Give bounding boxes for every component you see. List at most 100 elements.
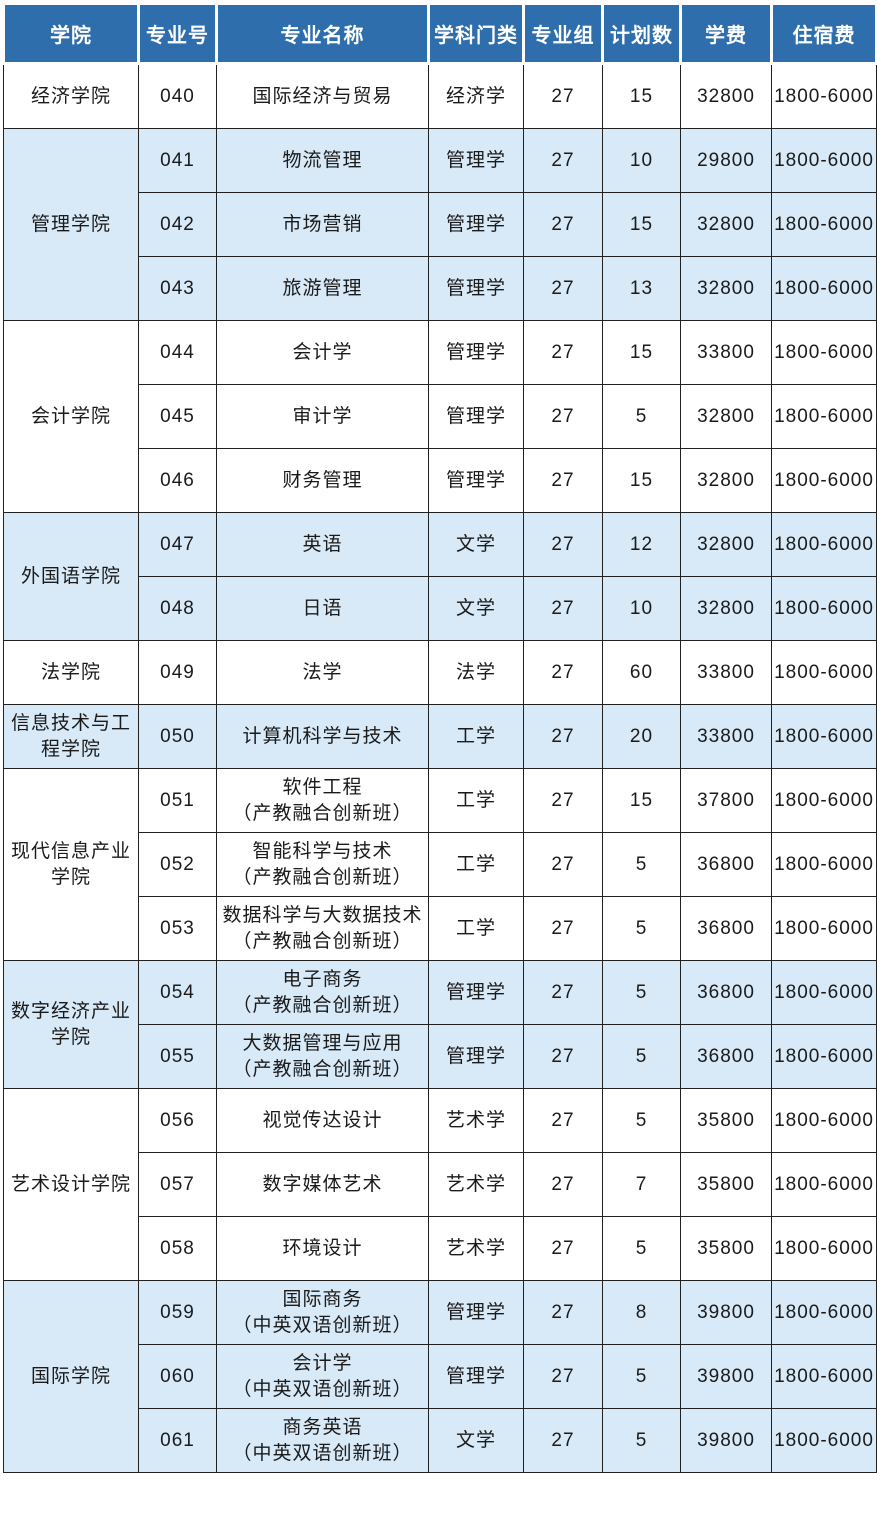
major-no-cell: 059 xyxy=(138,1280,217,1345)
discipline-cell: 管理学 xyxy=(428,256,524,321)
tuition-cell: 32800 xyxy=(680,512,772,577)
header-accommodation: 住宿费 xyxy=(770,2,877,65)
group-no-cell: 27 xyxy=(523,960,603,1025)
enrollment-plan-table: 学院 专业号 专业名称 学科门类 专业组 计划数 学费 住宿费 经济学院 040 国… xyxy=(2,2,877,1473)
tuition-cell: 36800 xyxy=(680,1024,772,1089)
major-no-cell: 041 xyxy=(138,128,217,193)
major-no-cell: 046 xyxy=(138,448,217,513)
accommodation-cell: 1800-6000 xyxy=(771,192,877,257)
table-row: 058 环境设计 艺术学 27 5 35800 1800-6000 xyxy=(4,1216,877,1281)
discipline-cell: 经济学 xyxy=(428,63,524,129)
tuition-cell: 35800 xyxy=(680,1216,772,1281)
tuition-cell: 36800 xyxy=(680,896,772,961)
major-no-cell: 049 xyxy=(138,640,217,705)
tuition-cell: 32800 xyxy=(680,256,772,321)
plan-count-cell: 10 xyxy=(602,128,681,193)
table-row: 060 会计学 （中英双语创新班） 管理学 27 5 39800 1800-6000 xyxy=(4,1344,877,1409)
table-row: 057 数字媒体艺术 艺术学 27 7 35800 1800-6000 xyxy=(4,1152,877,1217)
plan-count-cell: 20 xyxy=(602,704,681,769)
table-row: 042 市场营销 管理学 27 15 32800 1800-6000 xyxy=(4,192,877,257)
group-no-cell: 27 xyxy=(523,1344,603,1409)
discipline-cell: 法学 xyxy=(428,640,524,705)
tuition-cell: 33800 xyxy=(680,320,772,385)
major-no-cell: 040 xyxy=(138,63,217,129)
table-row: 053 数据科学与大数据技术 （产教融合创新班） 工学 27 5 36800 1800-60… xyxy=(4,896,877,961)
tuition-cell: 33800 xyxy=(680,640,772,705)
major-name-cell: 数字媒体艺术 xyxy=(216,1152,429,1217)
major-name-cell: 智能科学与技术 （产教融合创新班） xyxy=(216,832,429,897)
major-name-cell: 市场营销 xyxy=(216,192,429,257)
plan-count-cell: 5 xyxy=(602,1024,681,1089)
header-plan-count: 计划数 xyxy=(601,2,682,65)
accommodation-cell: 1800-6000 xyxy=(771,256,877,321)
group-no-cell: 27 xyxy=(523,832,603,897)
plan-count-cell: 5 xyxy=(602,384,681,449)
tuition-cell: 39800 xyxy=(680,1280,772,1345)
major-name-cell: 国际商务 （中英双语创新班） xyxy=(216,1280,429,1345)
header-group-no: 专业组 xyxy=(522,2,604,65)
major-no-cell: 058 xyxy=(138,1216,217,1281)
table-row: 艺术设计学院 056 视觉传达设计 艺术学 27 5 35800 1800-6000 xyxy=(3,1088,877,1281)
group-no-cell: 27 xyxy=(523,1408,603,1473)
accommodation-cell: 1800-6000 xyxy=(771,768,877,833)
college-cell: 国际学院 xyxy=(3,1280,139,1473)
major-no-cell: 047 xyxy=(138,512,217,577)
accommodation-cell: 1800-6000 xyxy=(771,1280,877,1345)
discipline-cell: 工学 xyxy=(428,704,524,769)
major-name-cell: 视觉传达设计 xyxy=(216,1088,429,1153)
discipline-cell: 管理学 xyxy=(428,1024,524,1089)
table-row: 国际学院 059 国际商务 （中英双语创新班） 管理学 27 8 39800 1800-600… xyxy=(3,1280,877,1473)
tuition-cell: 32800 xyxy=(680,448,772,513)
group-no-cell: 27 xyxy=(523,1152,603,1217)
discipline-cell: 艺术学 xyxy=(428,1216,524,1281)
accommodation-cell: 1800-6000 xyxy=(771,704,877,769)
plan-count-cell: 13 xyxy=(602,256,681,321)
major-name-cell: 会计学 xyxy=(216,320,429,385)
college-cell: 艺术设计学院 xyxy=(3,1088,139,1281)
group-no-cell: 27 xyxy=(523,640,603,705)
discipline-cell: 管理学 xyxy=(428,320,524,385)
major-name-cell: 计算机科学与技术 xyxy=(216,704,429,769)
plan-count-cell: 5 xyxy=(602,1088,681,1153)
discipline-cell: 管理学 xyxy=(428,192,524,257)
header-row: 学院 专业号 专业名称 学科门类 专业组 计划数 学费 住宿费 xyxy=(2,2,877,65)
table-row: 管理学院 041 物流管理 管理学 27 10 29800 1800-6000 xyxy=(3,128,877,321)
accommodation-cell: 1800-6000 xyxy=(771,320,877,385)
accommodation-cell: 1800-6000 xyxy=(771,1408,877,1473)
accommodation-cell: 1800-6000 xyxy=(771,1024,877,1089)
group-no-cell: 27 xyxy=(523,192,603,257)
discipline-cell: 工学 xyxy=(428,896,524,961)
group-no-cell: 27 xyxy=(523,1024,603,1089)
major-name-cell: 商务英语 （中英双语创新班） xyxy=(216,1408,429,1473)
accommodation-cell: 1800-6000 xyxy=(771,63,877,129)
header-discipline: 学科门类 xyxy=(427,2,525,65)
header-major-name: 专业名称 xyxy=(215,2,430,65)
tuition-cell: 35800 xyxy=(680,1152,772,1217)
college-cell: 现代信息产业学院 xyxy=(3,768,139,961)
discipline-cell: 工学 xyxy=(428,832,524,897)
accommodation-cell: 1800-6000 xyxy=(771,896,877,961)
major-no-cell: 045 xyxy=(138,384,217,449)
plan-count-cell: 15 xyxy=(602,63,681,129)
tuition-cell: 32800 xyxy=(680,63,772,129)
group-no-cell: 27 xyxy=(523,576,603,641)
discipline-cell: 文学 xyxy=(428,1408,524,1473)
accommodation-cell: 1800-6000 xyxy=(771,128,877,193)
plan-count-cell: 15 xyxy=(602,320,681,385)
major-name-cell: 数据科学与大数据技术 （产教融合创新班） xyxy=(216,896,429,961)
accommodation-cell: 1800-6000 xyxy=(771,1152,877,1217)
college-cell: 管理学院 xyxy=(3,128,139,321)
major-name-cell: 会计学 （中英双语创新班） xyxy=(216,1344,429,1409)
table-row: 043 旅游管理 管理学 27 13 32800 1800-6000 xyxy=(4,256,877,321)
major-no-cell: 053 xyxy=(138,896,217,961)
major-name-cell: 审计学 xyxy=(216,384,429,449)
major-no-cell: 048 xyxy=(138,576,217,641)
plan-count-cell: 15 xyxy=(602,192,681,257)
college-cell: 会计学院 xyxy=(3,320,139,513)
major-name-cell: 物流管理 xyxy=(216,128,429,193)
tuition-cell: 29800 xyxy=(680,128,772,193)
major-no-cell: 050 xyxy=(138,704,217,769)
plan-count-cell: 5 xyxy=(602,1344,681,1409)
enrollment-plan-table-wrap: 学院 专业号 专业名称 学科门类 专业组 计划数 学费 住宿费 经济学院 040 国… xyxy=(2,2,877,1473)
discipline-cell: 文学 xyxy=(428,576,524,641)
